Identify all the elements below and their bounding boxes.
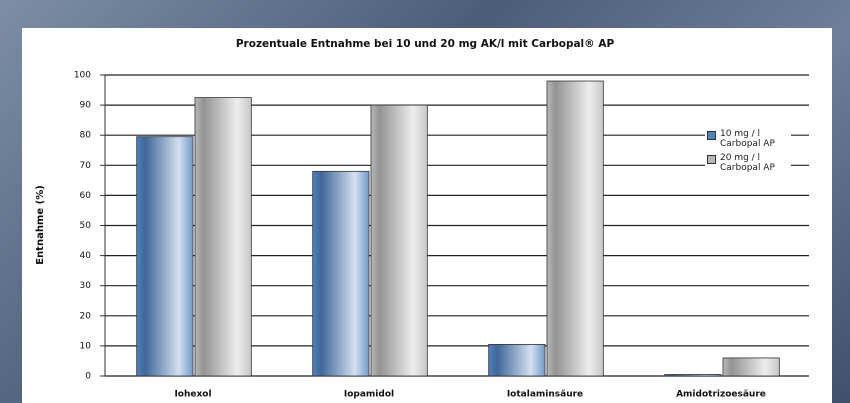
y-tick-label: 30 [80, 281, 92, 291]
y-tick-label: 40 [80, 251, 92, 261]
x-tick-label: Iopamidol [344, 390, 394, 400]
bar [312, 170, 370, 377]
legend-label: 10 mg / l Carbopal AP [720, 129, 775, 149]
legend-item: 10 mg / l Carbopal AP [707, 129, 789, 149]
legend-item: 20 mg / l Carbopal AP [707, 153, 789, 173]
bar [722, 357, 780, 377]
y-tick-label: 20 [80, 311, 92, 321]
legend: 10 mg / l Carbopal AP 20 mg / l Carbopal … [705, 125, 791, 177]
y-tick-label: 90 [80, 101, 92, 111]
y-tick-label: 70 [80, 161, 92, 171]
legend-swatch [707, 131, 716, 140]
bar [194, 97, 252, 377]
chart-title: Prozentuale Entnahme bei 10 und 20 mg AK… [236, 38, 615, 50]
y-tick-label: 80 [80, 131, 92, 141]
legend-swatch [707, 155, 716, 164]
bar [136, 136, 194, 377]
y-tick-label: 60 [80, 191, 92, 201]
x-tick-label: Iohexol [174, 390, 211, 400]
x-tick-label: Amidotrizoesäure [676, 390, 766, 400]
x-tick-label: Iotalaminsäure [507, 390, 583, 400]
y-tick-label: 0 [85, 372, 91, 382]
bar [370, 104, 428, 377]
y-tick-label: 100 [74, 71, 91, 81]
y-tick-label: 10 [80, 341, 92, 351]
bar [664, 374, 722, 377]
y-tick-label: 50 [80, 221, 92, 231]
bar [546, 80, 604, 377]
legend-label: 20 mg / l Carbopal AP [720, 153, 775, 173]
bar [488, 343, 546, 377]
y-axis-label: Entnahme (%) [35, 185, 46, 265]
